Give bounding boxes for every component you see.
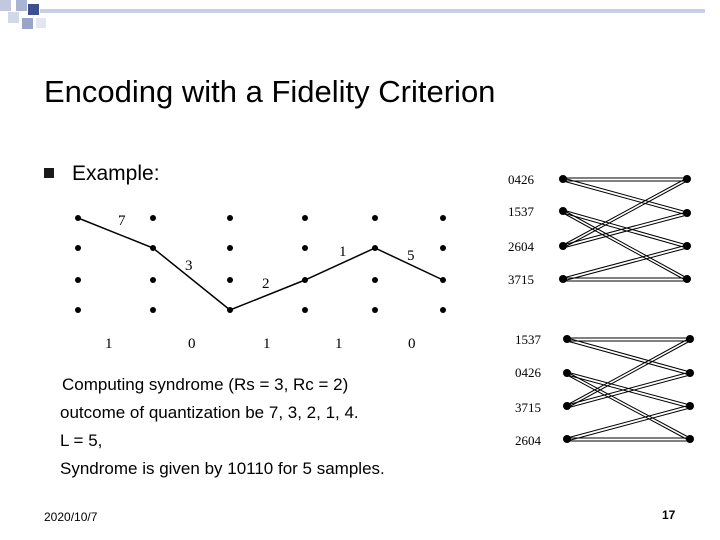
butterfly-diagram-top: 0426 1537 2604 3715 bbox=[508, 172, 691, 287]
top-state-label-3: 2604 bbox=[508, 239, 535, 254]
syndrome-bit-3: 1 bbox=[263, 336, 271, 352]
bottom-state-label-3: 3715 bbox=[515, 400, 541, 415]
footer-date: 2020/10/7 bbox=[44, 510, 98, 524]
syndrome-bit-5: 0 bbox=[408, 336, 416, 352]
trellis-diagram: 7 3 2 1 5 1 0 1 1 0 bbox=[75, 213, 446, 352]
trellis-path bbox=[77, 217, 444, 311]
bullet-icon bbox=[44, 168, 54, 178]
butterfly-diagram-bottom: 1537 0426 3715 2604 bbox=[515, 332, 694, 448]
top-state-label-4: 3715 bbox=[508, 272, 534, 287]
syndrome-bit-4: 1 bbox=[335, 336, 343, 352]
top-state-label-2: 1537 bbox=[508, 204, 535, 219]
page-number: 17 bbox=[662, 508, 676, 522]
body-line-2: outcome of quantization be 7, 3, 2, 1, 4… bbox=[60, 403, 359, 422]
slide-title: Encoding with a Fidelity Criterion bbox=[44, 74, 496, 109]
syndrome-bit-1: 1 bbox=[105, 336, 113, 352]
path-value-2: 3 bbox=[185, 258, 193, 274]
bullet-example: Example: bbox=[72, 162, 160, 185]
top-state-label-1: 0426 bbox=[508, 172, 535, 187]
trellis-dots bbox=[75, 215, 446, 313]
body-line-4: Syndrome is given by 10110 for 5 samples… bbox=[60, 459, 385, 478]
corner-decoration bbox=[0, 0, 60, 40]
path-value-1: 7 bbox=[118, 213, 126, 229]
body-line-3: L = 5, bbox=[60, 431, 103, 450]
bottom-state-label-4: 2604 bbox=[515, 433, 542, 448]
bottom-state-label-1: 1537 bbox=[515, 332, 542, 347]
path-value-3: 2 bbox=[262, 276, 270, 292]
body-line-1: Computing syndrome (Rs = 3, Rc = 2) bbox=[62, 375, 349, 394]
path-value-5: 5 bbox=[407, 248, 415, 264]
path-value-4: 1 bbox=[339, 244, 347, 260]
bottom-state-label-2: 0426 bbox=[515, 365, 542, 380]
header-rule bbox=[40, 9, 705, 13]
syndrome-bit-2: 0 bbox=[188, 336, 196, 352]
